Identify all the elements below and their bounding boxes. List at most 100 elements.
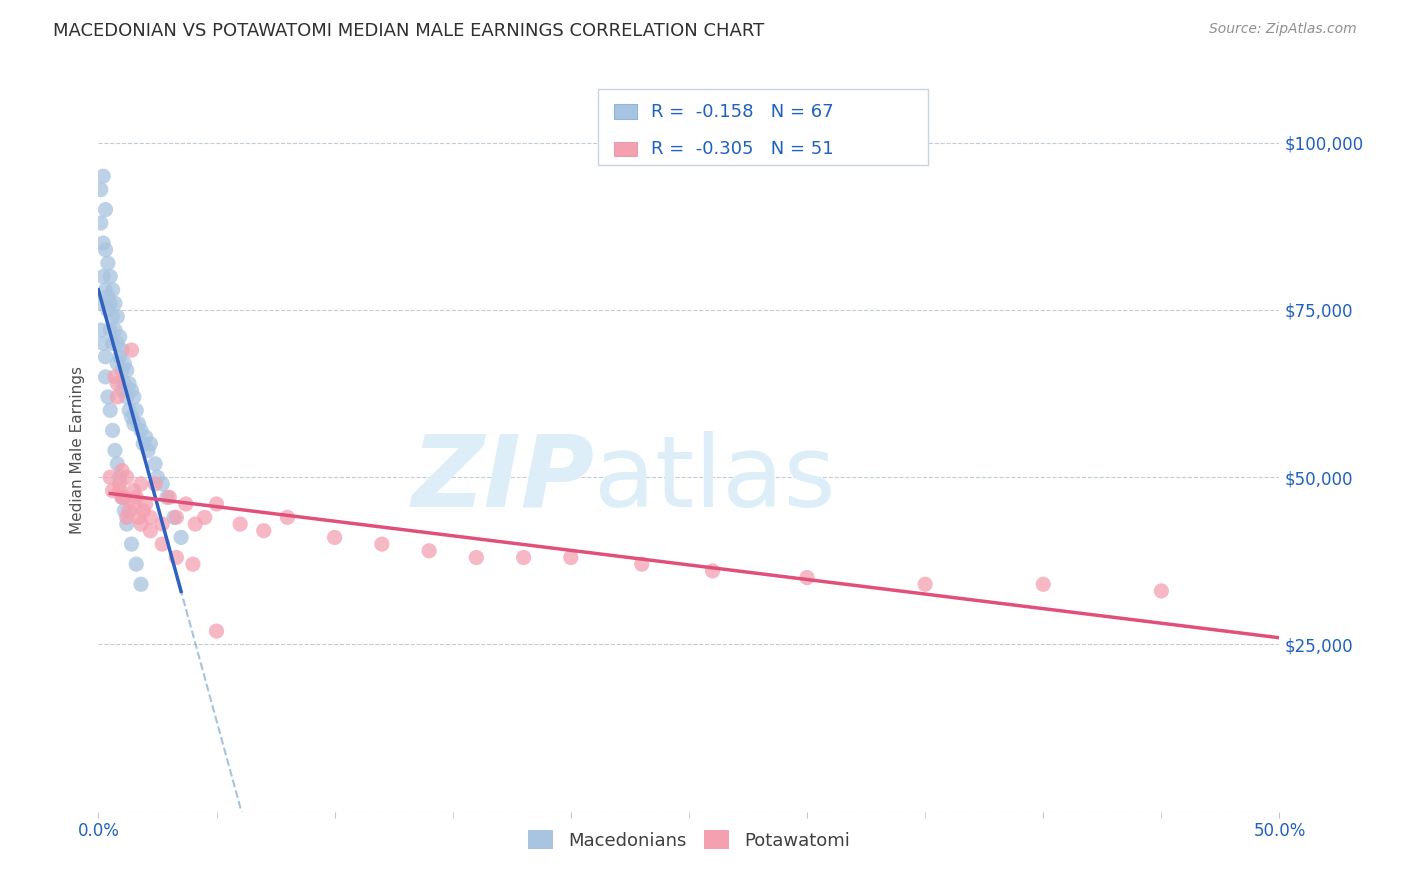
Point — [108, 476, 131, 491]
Point — [136, 443, 159, 458]
Point — [105, 310, 128, 324]
Point — [90, 216, 112, 230]
Point — [163, 510, 186, 524]
Point — [104, 323, 127, 337]
Point — [90, 323, 112, 337]
Point — [98, 269, 121, 284]
Point — [91, 235, 114, 250]
Point — [125, 403, 148, 417]
Point — [111, 343, 134, 357]
Point — [121, 384, 143, 398]
Point — [111, 491, 134, 505]
Point — [125, 557, 148, 572]
Point — [170, 530, 193, 544]
Point — [205, 497, 228, 511]
Point — [118, 403, 141, 417]
Text: ZIP: ZIP — [412, 431, 595, 528]
Point — [104, 369, 127, 384]
Point — [157, 491, 180, 505]
Point — [135, 430, 157, 444]
Point — [108, 470, 131, 484]
Point — [143, 476, 166, 491]
Point — [630, 557, 652, 572]
Point — [105, 390, 128, 404]
Point — [165, 510, 187, 524]
Point — [205, 624, 228, 639]
Point — [156, 491, 179, 505]
Point — [108, 330, 131, 344]
Y-axis label: Median Male Earnings: Median Male Earnings — [70, 367, 86, 534]
Point — [97, 256, 120, 270]
Point — [121, 537, 143, 551]
Point — [98, 470, 121, 484]
Point — [194, 510, 217, 524]
Point — [796, 571, 818, 585]
Point — [122, 417, 145, 431]
Point — [122, 497, 145, 511]
Point — [122, 483, 145, 498]
Point — [112, 356, 135, 371]
Point — [112, 503, 135, 517]
Point — [98, 403, 121, 417]
Point — [702, 564, 724, 578]
Point — [276, 510, 298, 524]
Point — [465, 550, 488, 565]
Point — [101, 283, 124, 297]
Point — [111, 464, 134, 478]
Point — [132, 503, 155, 517]
Point — [150, 476, 173, 491]
Point — [101, 424, 124, 438]
Point — [121, 410, 143, 425]
Point — [105, 376, 128, 391]
Point — [111, 363, 134, 377]
Point — [139, 524, 162, 538]
Point — [118, 503, 141, 517]
Point — [101, 336, 124, 351]
Text: Source: ZipAtlas.com: Source: ZipAtlas.com — [1209, 22, 1357, 37]
Point — [98, 296, 121, 310]
Point — [115, 363, 138, 377]
Point — [94, 369, 117, 384]
Point — [914, 577, 936, 591]
Point — [105, 356, 128, 371]
Point — [111, 384, 134, 398]
Point — [512, 550, 534, 565]
Point — [112, 491, 135, 505]
Point — [115, 470, 138, 484]
Point — [97, 289, 120, 303]
Point — [91, 169, 114, 184]
Text: MACEDONIAN VS POTAWATOMI MEDIAN MALE EARNINGS CORRELATION CHART: MACEDONIAN VS POTAWATOMI MEDIAN MALE EAR… — [53, 22, 765, 40]
Point — [165, 550, 187, 565]
Point — [112, 376, 135, 391]
Point — [129, 424, 152, 438]
Point — [115, 390, 138, 404]
Point — [150, 537, 173, 551]
Point — [129, 476, 152, 491]
Point — [111, 491, 134, 505]
Point — [115, 517, 138, 532]
Point — [91, 336, 114, 351]
Point — [94, 350, 117, 364]
Point — [121, 343, 143, 357]
Point — [118, 376, 141, 391]
Point — [139, 510, 162, 524]
Point — [128, 417, 150, 431]
Point — [97, 390, 120, 404]
Point — [132, 436, 155, 450]
Point — [105, 457, 128, 471]
Point — [90, 296, 112, 310]
Point — [104, 443, 127, 458]
Point — [105, 336, 128, 351]
Point — [129, 577, 152, 591]
Point — [174, 497, 197, 511]
Point — [229, 517, 252, 532]
Point — [90, 182, 112, 196]
Point — [94, 202, 117, 217]
Point — [108, 483, 131, 498]
Point — [139, 436, 162, 450]
Point — [101, 483, 124, 498]
Text: atlas: atlas — [595, 431, 837, 528]
Point — [560, 550, 582, 565]
Point — [184, 517, 207, 532]
Point — [150, 517, 173, 532]
